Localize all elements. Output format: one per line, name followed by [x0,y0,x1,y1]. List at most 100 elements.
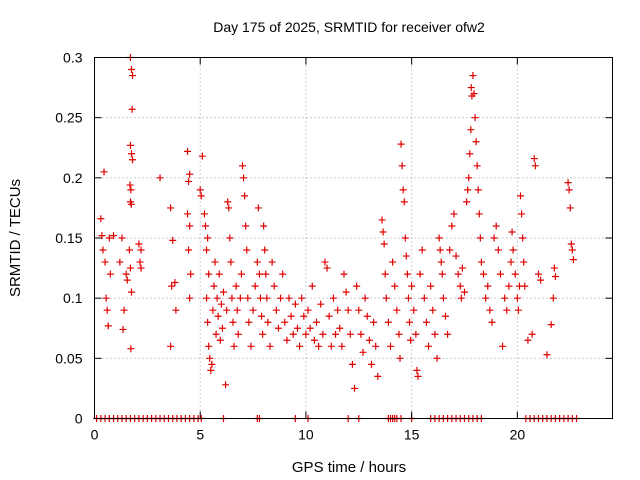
data-point [245,318,253,326]
data-point [168,282,176,290]
data-point [209,306,217,314]
data-point [129,72,137,80]
data-point [118,234,126,242]
data-point [427,282,435,290]
y-tick-label: 0.3 [63,50,83,66]
data-point [210,282,218,290]
data-point [233,306,241,314]
data-point [361,294,369,302]
data-point [535,270,542,278]
data-point [203,294,211,302]
data-point [372,342,380,350]
data-point [308,282,316,290]
data-point [274,324,282,332]
data-point [325,312,333,320]
data-point [380,240,388,248]
data-point [480,270,488,278]
data-point [110,232,118,240]
data-point [413,366,421,374]
data-point [186,170,194,178]
data-point [203,246,211,254]
data-point [418,246,426,254]
data-point [346,330,354,338]
data-point [509,246,517,254]
data-point [518,210,526,218]
y-tick-label: 0.25 [55,110,82,126]
data-point [283,336,291,344]
data-point [357,330,365,338]
data-point [474,186,482,194]
y-tick-label: 0.15 [55,230,82,246]
data-point [97,215,105,223]
data-point [340,270,348,278]
data-point [156,174,164,182]
data-point [393,306,401,314]
data-point [406,318,414,326]
data-point [382,294,390,302]
data-point [171,279,179,287]
data-point [128,66,135,74]
data-point [215,270,223,278]
data-point [204,234,212,242]
data-point [167,204,175,212]
data-point [241,192,249,200]
data-point [399,186,407,194]
data-point [433,354,441,362]
data-point [103,306,111,314]
data-point [490,234,498,242]
data-point [304,306,312,314]
data-point [228,294,236,302]
data-point [126,181,134,189]
data-point [128,288,135,296]
data-point [261,246,269,254]
data-point [198,152,206,160]
data-point [217,300,225,308]
data-point [520,258,528,266]
data-point [407,336,415,344]
data-point [247,342,255,350]
data-point [508,228,516,236]
data-point [441,312,449,320]
data-point [254,204,262,212]
data-point [313,318,320,326]
data-point [184,210,192,218]
data-point [531,162,539,170]
data-point [397,140,405,148]
data-point [222,381,230,389]
data-point [243,246,251,254]
data-point [98,232,106,240]
data-point [537,276,545,284]
data-point [374,372,382,380]
grid-layer [94,57,613,419]
data-point [435,234,443,242]
data-point [410,306,418,314]
data-point [488,318,496,326]
data-point [530,155,538,163]
y-tick-label: 0.2 [63,170,83,186]
data-point [378,216,386,224]
data-point [379,228,387,236]
data-point [281,318,289,326]
data-point [431,330,439,338]
data-point [465,174,473,182]
data-point [499,342,507,350]
data-point [315,342,323,350]
data-point [236,294,244,302]
data-point [205,342,213,350]
data-point [227,258,235,266]
data-point [566,204,574,212]
data-point [310,336,318,344]
data-point [323,264,331,272]
data-point [359,348,367,356]
data-point [186,294,194,302]
data-point [457,294,465,302]
data-point [264,318,272,326]
data-point [381,270,389,278]
data-point [300,312,308,320]
data-point [477,258,485,266]
data-point [100,168,108,176]
data-point [437,258,445,266]
data-point [469,72,477,80]
data-point [353,282,361,290]
data-point [186,222,194,230]
